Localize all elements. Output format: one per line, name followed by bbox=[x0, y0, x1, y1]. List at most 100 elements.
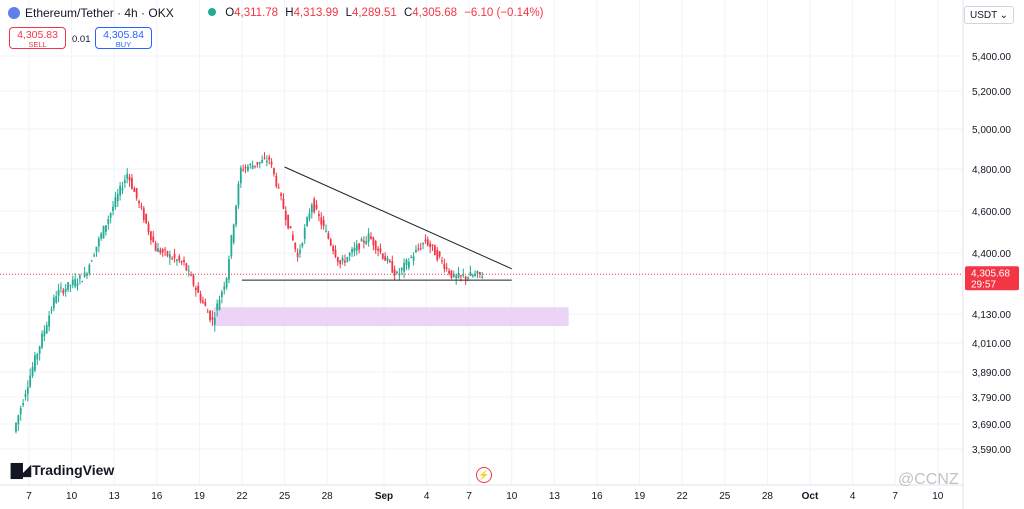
candle-body bbox=[81, 281, 84, 283]
x-tick-label: 7 bbox=[466, 491, 472, 502]
y-tick-label: 5,400.00 bbox=[972, 52, 1011, 63]
currency-selector[interactable]: USDT ⌄ bbox=[964, 6, 1014, 24]
y-tick-label: 4,400.00 bbox=[972, 249, 1011, 260]
x-tick-label: 25 bbox=[719, 491, 731, 502]
candle-body bbox=[249, 164, 252, 166]
y-tick-label: 5,200.00 bbox=[972, 87, 1011, 98]
currency-label: USDT bbox=[970, 10, 998, 21]
tradingview-logo[interactable]: ▇◢ TradingView bbox=[11, 461, 114, 479]
x-tick-label: 4 bbox=[850, 491, 856, 502]
candle-body bbox=[34, 355, 36, 371]
candle-body bbox=[86, 273, 88, 276]
candle-body bbox=[389, 260, 391, 263]
candle-body bbox=[478, 272, 481, 274]
candle-body bbox=[114, 197, 117, 208]
candle-body bbox=[370, 236, 372, 240]
candle-body bbox=[431, 244, 434, 246]
candle-body bbox=[232, 224, 235, 243]
candle-body bbox=[263, 157, 266, 159]
candle-body bbox=[291, 234, 294, 241]
candle-body bbox=[62, 290, 65, 294]
candle-body bbox=[277, 187, 280, 189]
candle-body bbox=[97, 238, 100, 247]
candle-body bbox=[194, 287, 197, 291]
buy-button[interactable]: 4,305.84 BUY bbox=[95, 27, 152, 49]
candle-body bbox=[185, 263, 188, 271]
candle-body bbox=[43, 330, 46, 337]
candle-body bbox=[123, 179, 126, 184]
candle-body bbox=[95, 246, 98, 252]
candle-body bbox=[384, 256, 387, 261]
x-tick-label: 16 bbox=[151, 491, 163, 502]
candle-body bbox=[379, 248, 382, 252]
candle-body bbox=[142, 208, 145, 221]
candle-body bbox=[19, 407, 22, 415]
candle-body bbox=[403, 262, 406, 272]
y-tick-label: 4,130.00 bbox=[972, 310, 1011, 321]
candle-body bbox=[22, 403, 24, 406]
y-tick-label: 4,600.00 bbox=[972, 207, 1011, 218]
candle-body bbox=[149, 231, 152, 241]
candle-body bbox=[417, 248, 420, 250]
candle-body bbox=[325, 230, 327, 232]
candle-body bbox=[336, 257, 339, 262]
candle-body bbox=[17, 415, 20, 425]
candle-body bbox=[166, 251, 169, 256]
candle-body bbox=[171, 258, 174, 260]
candle-body bbox=[433, 245, 436, 256]
candle-body bbox=[218, 299, 221, 311]
tradingview-mark-icon: ▇◢ bbox=[11, 462, 31, 479]
candle-body bbox=[424, 239, 427, 242]
candle-body bbox=[329, 239, 332, 246]
symbol-header[interactable]: Ethereum/Tether · 4h · OKX bbox=[8, 6, 174, 20]
candle-body bbox=[441, 260, 443, 262]
candle-body bbox=[152, 236, 155, 243]
descending-trendline bbox=[284, 166, 513, 270]
candle-body bbox=[235, 205, 237, 225]
candle-body bbox=[318, 214, 320, 217]
candle-body bbox=[365, 240, 368, 245]
candle-body bbox=[105, 225, 107, 232]
candle-body bbox=[145, 213, 148, 224]
candle-body bbox=[265, 160, 268, 163]
demand-zone bbox=[213, 307, 569, 327]
candle-body bbox=[391, 261, 394, 273]
candle-body bbox=[164, 249, 166, 251]
candle-body bbox=[190, 274, 193, 276]
candle-body bbox=[400, 267, 403, 270]
candle-body bbox=[135, 188, 138, 199]
candle-body bbox=[422, 242, 424, 245]
candle-body bbox=[464, 276, 467, 279]
change-value: −6.10 (−0.14%) bbox=[464, 7, 544, 19]
candle-body bbox=[457, 272, 460, 278]
candle-body bbox=[372, 237, 375, 246]
candle-body bbox=[419, 248, 422, 250]
candle-body bbox=[52, 297, 55, 309]
candle-body bbox=[258, 161, 261, 164]
candle-body bbox=[168, 254, 171, 259]
candle-body bbox=[436, 249, 439, 260]
x-tick-label: 13 bbox=[109, 491, 121, 502]
sell-button[interactable]: 4,305.83 SELL bbox=[9, 27, 66, 49]
candle-body bbox=[64, 288, 67, 292]
candle-body bbox=[93, 255, 95, 257]
candle-body bbox=[452, 273, 455, 277]
candle-body bbox=[45, 324, 48, 334]
candle-body bbox=[178, 256, 181, 261]
candle-body bbox=[322, 220, 325, 226]
candle-body bbox=[393, 269, 396, 276]
spread-value: 0.01 bbox=[72, 34, 91, 45]
candle-body bbox=[381, 253, 384, 259]
candle-body bbox=[244, 167, 247, 169]
candle-body bbox=[211, 317, 214, 320]
lightning-icon[interactable]: ⚡ bbox=[476, 467, 492, 483]
y-tick-label: 3,890.00 bbox=[972, 368, 1011, 379]
candle-body bbox=[362, 240, 365, 243]
candle-body bbox=[121, 187, 124, 191]
x-tick-label: 16 bbox=[591, 491, 603, 502]
candle-body bbox=[112, 206, 114, 212]
last-price-badge bbox=[965, 266, 1019, 291]
sell-price: 4,305.83 bbox=[17, 29, 58, 41]
candle-body bbox=[228, 258, 230, 280]
